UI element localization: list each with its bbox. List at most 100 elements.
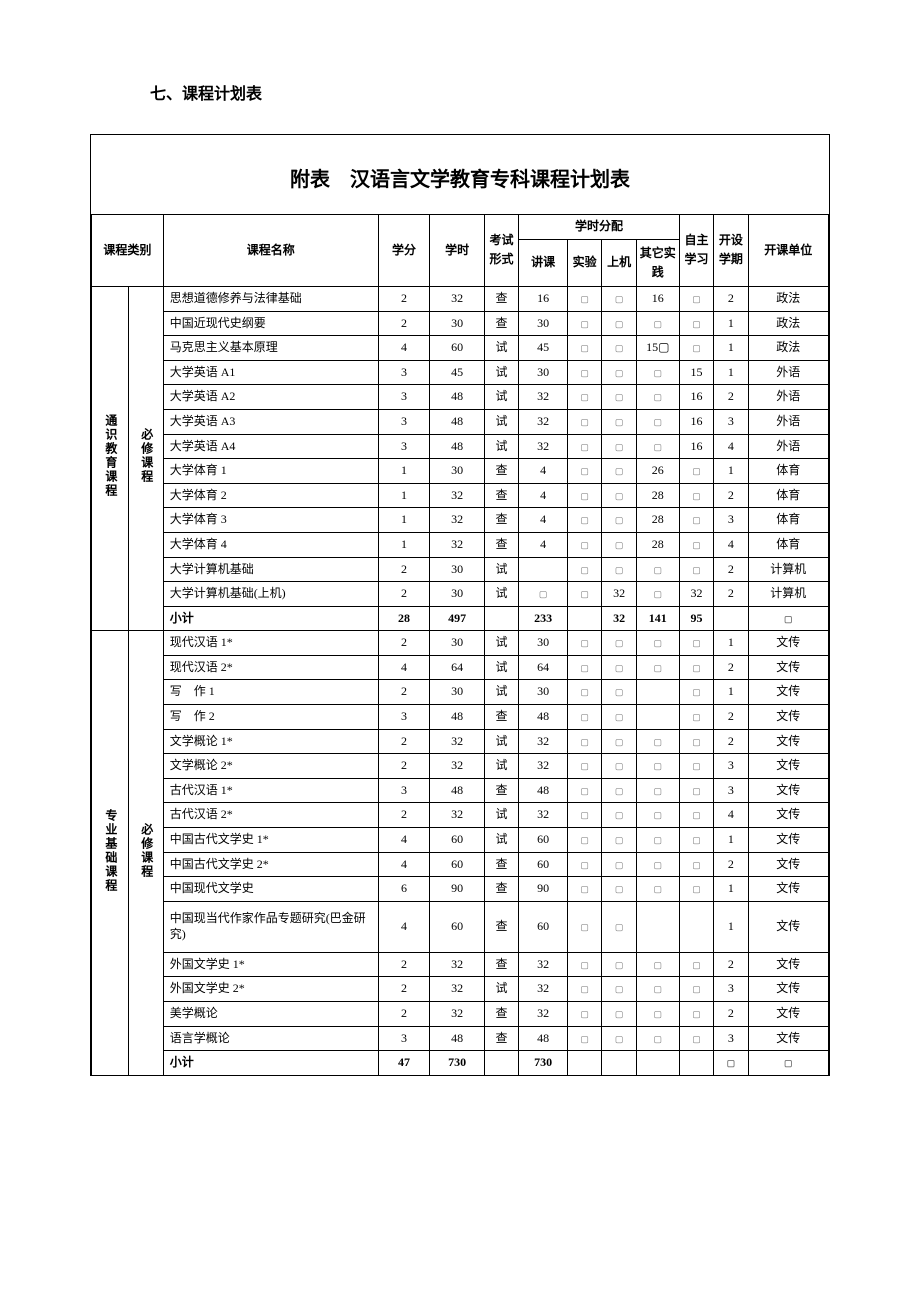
exam-cell: 查 [484,311,518,336]
semester-cell: 3 [714,1026,748,1051]
subtotal-name-cell: 小计 [163,1051,378,1076]
other-cell: ▢ [636,582,679,607]
subtotal-lecture-cell: 233 [519,606,568,631]
table-outer-box: 附表 汉语言文学教育专科课程计划表 课程类别 课程名称 学分 学时 考试形式 学… [90,134,830,1076]
credit-cell: 3 [378,409,430,434]
table-row: 外国文学史 1*232查32▢▢▢▢2文传 [92,952,829,977]
hours-cell: 32 [430,754,484,779]
hdr-hour-dist: 学时分配 [519,215,680,240]
computer-cell: ▢ [602,852,636,877]
other-cell: ▢ [636,655,679,680]
dept-cell: 文传 [748,952,828,977]
computer-cell: ▢ [602,977,636,1002]
course-name-cell: 古代汉语 1* [163,778,378,803]
lab-cell: ▢ [567,483,601,508]
exam-cell: 查 [484,778,518,803]
semester-cell: 1 [714,631,748,656]
other-cell: 28 [636,532,679,557]
exam-cell: 查 [484,901,518,952]
lecture-cell: 32 [519,952,568,977]
hdr-self-study: 自主学习 [679,215,713,287]
hdr-exam-form: 考试形式 [484,215,518,287]
semester-cell: 3 [714,977,748,1002]
subtotal-computer-cell: 32 [602,606,636,631]
table-title-prefix: 附表 [290,169,330,191]
credit-cell: 2 [378,729,430,754]
lecture-cell: 4 [519,459,568,484]
lecture-cell: 48 [519,778,568,803]
course-name-cell: 古代汉语 2* [163,803,378,828]
computer-cell: ▢ [602,508,636,533]
hours-cell: 60 [430,852,484,877]
table-row: 大学英语 A2348试32▢▢▢162外语 [92,385,829,410]
dept-cell: 文传 [748,977,828,1002]
other-cell: ▢ [636,434,679,459]
lab-cell: ▢ [567,336,601,361]
exam-cell: 试 [484,434,518,459]
dept-cell: 外语 [748,360,828,385]
semester-cell: 2 [714,655,748,680]
other-cell: 26 [636,459,679,484]
table-row: 写 作 1230试30▢▢▢1文传 [92,680,829,705]
category-1-cell: 通识教育课程 [92,286,129,630]
category-2-cell: 必修课程 [129,286,163,630]
other-cell: ▢ [636,1026,679,1051]
subtotal-credit-cell: 47 [378,1051,430,1076]
hours-cell: 48 [430,778,484,803]
subtotal-lecture-cell: 730 [519,1051,568,1076]
exam-cell: 试 [484,729,518,754]
subtotal-semester-cell [714,606,748,631]
lab-cell: ▢ [567,977,601,1002]
credit-cell: 3 [378,360,430,385]
hours-cell: 30 [430,680,484,705]
semester-cell: 1 [714,877,748,902]
lab-cell: ▢ [567,1002,601,1027]
dept-cell: 文传 [748,1002,828,1027]
lecture-cell: 4 [519,508,568,533]
course-name-cell: 语言学概论 [163,1026,378,1051]
course-name-cell: 大学体育 2 [163,483,378,508]
hours-cell: 48 [430,434,484,459]
hdr-other-practice: 其它实践 [636,239,679,286]
table-row: 美学概论232查32▢▢▢▢2文传 [92,1002,829,1027]
hours-cell: 32 [430,286,484,311]
semester-cell: 1 [714,828,748,853]
lecture-cell: 90 [519,877,568,902]
credit-cell: 2 [378,311,430,336]
course-name-cell: 外国文学史 2* [163,977,378,1002]
lab-cell: ▢ [567,434,601,459]
other-cell: ▢ [636,803,679,828]
hours-cell: 48 [430,705,484,730]
exam-cell: 查 [484,705,518,730]
computer-cell: ▢ [602,409,636,434]
semester-cell: 2 [714,852,748,877]
subtotal-dept-cell: ▢ [748,606,828,631]
lecture-cell: 4 [519,483,568,508]
computer-cell: ▢ [602,311,636,336]
lab-cell: ▢ [567,828,601,853]
lab-cell: ▢ [567,803,601,828]
course-name-cell: 文学概论 2* [163,754,378,779]
other-cell: ▢ [636,828,679,853]
self-cell: 16 [679,385,713,410]
lab-cell: ▢ [567,459,601,484]
self-cell: ▢ [679,508,713,533]
semester-cell: 3 [714,508,748,533]
dept-cell: 文传 [748,877,828,902]
semester-cell: 1 [714,680,748,705]
lab-cell: ▢ [567,508,601,533]
lecture-cell: 32 [519,409,568,434]
lecture-cell: 30 [519,631,568,656]
table-row: 大学英语 A4348试32▢▢▢164外语 [92,434,829,459]
course-name-cell: 大学英语 A2 [163,385,378,410]
exam-cell: 试 [484,360,518,385]
dept-cell: 文传 [748,655,828,680]
credit-cell: 2 [378,952,430,977]
other-cell: ▢ [636,311,679,336]
hdr-semester: 开设学期 [714,215,748,287]
lab-cell: ▢ [567,877,601,902]
self-cell: ▢ [679,977,713,1002]
table-row: 现代汉语 2*464试64▢▢▢▢2文传 [92,655,829,680]
credit-cell: 4 [378,336,430,361]
dept-cell: 体育 [748,508,828,533]
